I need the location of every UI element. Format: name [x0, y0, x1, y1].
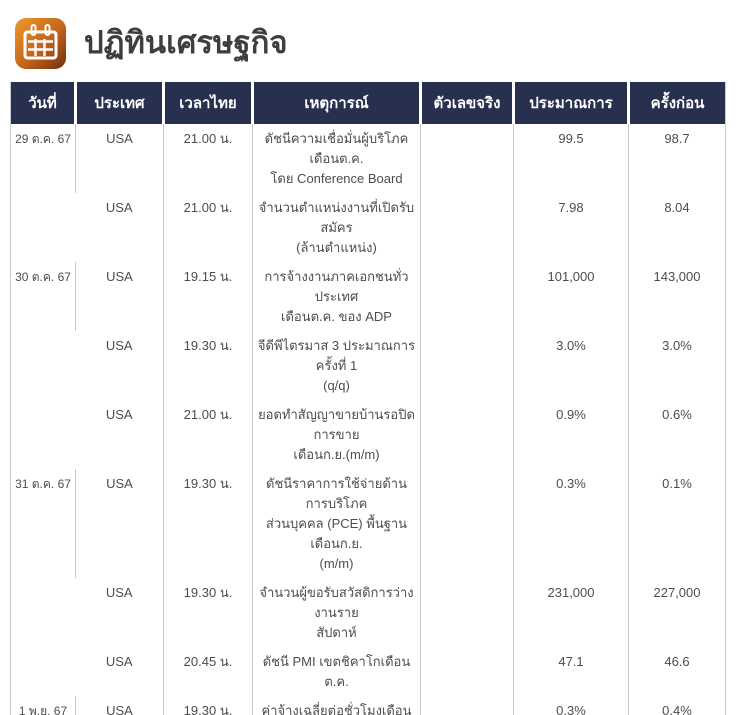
previous-cell: 0.6%	[628, 400, 726, 469]
time-cell: 19.30 น.	[163, 469, 253, 578]
event-cell: ดัชนีราคาการใช้จ่ายด้านการบริโภค ส่วนบุค…	[252, 469, 421, 578]
table-header-row: วันที่ ประเทศ เวลาไทย เหตุการณ์ ตัวเลขจร…	[10, 82, 726, 124]
event-cell: ยอดทำสัญญาขายบ้านรอปิดการขาย เดือนก.ย.(m…	[252, 400, 421, 469]
time-cell: 21.00 น.	[163, 193, 253, 262]
forecast-cell: 101,000	[513, 262, 629, 331]
previous-cell: 227,000	[628, 578, 726, 647]
table-row: 31 ต.ค. 67 USA 19.30 น. ดัชนีราคาการใช้จ่าย…	[11, 469, 726, 578]
date-cell: 30 ต.ค. 67	[15, 270, 71, 284]
actual-cell	[420, 696, 514, 715]
event-cell: จำนวนตำแหน่งงานที่เปิดรับสมัคร (ล้านตำแห…	[252, 193, 421, 262]
forecast-cell: 3.0%	[513, 331, 629, 400]
event-cell: ดัชนี PMI เขตชิคาโกเดือนต.ค.	[252, 647, 421, 696]
table-row: USA 20.45 น. ดัชนี PMI เขตชิคาโกเดือนต.ค. 4…	[11, 647, 726, 696]
table-row: USA 19.30 น. จีดีพีไตรมาส 3 ประมาณการครั้ง…	[11, 331, 726, 400]
table-row: 30 ต.ค. 67 USA 19.15 น. การจ้างงานภาคเอกชนท…	[11, 262, 726, 331]
country-cell: USA	[105, 200, 133, 215]
column-header-date: วันที่	[10, 82, 76, 124]
country-cell: USA	[75, 124, 164, 193]
forecast-cell: 231,000	[513, 578, 629, 647]
actual-cell	[420, 469, 514, 578]
previous-cell: 3.0%	[628, 331, 726, 400]
forecast-cell: 47.1	[513, 647, 629, 696]
date-cell: 29 ต.ค. 67	[15, 132, 71, 146]
previous-cell: 0.4%	[628, 696, 726, 715]
actual-cell	[420, 124, 514, 193]
actual-cell	[420, 193, 514, 262]
actual-cell	[420, 647, 514, 696]
forecast-cell: 7.98	[513, 193, 629, 262]
actual-cell	[420, 578, 514, 647]
column-header-actual: ตัวเลขจริง	[419, 82, 514, 124]
time-cell: 20.45 น.	[163, 647, 253, 696]
forecast-cell: 99.5	[513, 124, 629, 193]
time-cell: 19.30 น.	[163, 331, 253, 400]
actual-cell	[420, 400, 514, 469]
previous-cell: 98.7	[628, 124, 726, 193]
country-cell: USA	[75, 469, 164, 578]
column-header-event: เหตุการณ์	[251, 82, 421, 124]
country-cell: USA	[105, 338, 133, 353]
economic-calendar-table: วันที่ ประเทศ เวลาไทย เหตุการณ์ ตัวเลขจร…	[10, 82, 726, 715]
country-cell: USA	[105, 407, 133, 422]
table-row: 29 ต.ค. 67 USA 21.00 น. ดัชนีความเชื่อมั่นผ…	[11, 124, 726, 193]
event-cell: การจ้างงานภาคเอกชนทั่วประเทศ เดือนต.ค. ข…	[252, 262, 421, 331]
event-cell: จีดีพีไตรมาส 3 ประมาณการครั้งที่ 1 (q/q)	[252, 331, 421, 400]
actual-cell	[420, 262, 514, 331]
column-header-time: เวลาไทย	[162, 82, 253, 124]
date-cell: 1 พ.ย. 67	[18, 704, 68, 715]
country-cell: USA	[75, 262, 164, 331]
country-cell: USA	[75, 696, 164, 715]
actual-cell	[420, 331, 514, 400]
table-row: USA 21.00 น. จำนวนตำแหน่งงานที่เปิดรับสมัค…	[11, 193, 726, 262]
previous-cell: 8.04	[628, 193, 726, 262]
page-title: ปฏิทินเศรษฐกิจ	[84, 24, 288, 60]
country-cell: USA	[105, 654, 133, 669]
time-cell: 21.00 น.	[163, 400, 253, 469]
forecast-cell: 0.3%	[513, 696, 629, 715]
column-header-previous: ครั้งก่อน	[627, 82, 726, 124]
previous-cell: 143,000	[628, 262, 726, 331]
time-cell: 19.15 น.	[163, 262, 253, 331]
time-cell: 21.00 น.	[163, 124, 253, 193]
calendar-table-body: 29 ต.ค. 67 USA 21.00 น. ดัชนีความเชื่อมั่นผ…	[11, 124, 726, 715]
event-cell: ดัชนีความเชื่อมั่นผู้บริโภคเดือนต.ค. โดย…	[252, 124, 421, 193]
time-cell: 19.30 น.	[163, 696, 253, 715]
event-cell: จำนวนผู้ขอรับสวัสดิการว่างงานราย สัปดาห์	[252, 578, 421, 647]
time-cell: 19.30 น.	[163, 578, 253, 647]
date-cell: 31 ต.ค. 67	[15, 477, 71, 491]
previous-cell: 46.6	[628, 647, 726, 696]
forecast-cell: 0.3%	[513, 469, 629, 578]
table-row: USA 19.30 น. จำนวนผู้ขอรับสวัสดิการว่างงาน…	[11, 578, 726, 647]
table-row: USA 21.00 น. ยอดทำสัญญาขายบ้านรอปิดการขาย …	[11, 400, 726, 469]
forecast-cell: 0.9%	[513, 400, 629, 469]
country-cell: USA	[105, 585, 133, 600]
table-row: 1 พ.ย. 67 USA 19.30 น. ค่าจ้างเฉลี่ยต่อชั่ว…	[11, 696, 726, 715]
calendar-icon	[14, 17, 67, 70]
previous-cell: 0.1%	[628, 469, 726, 578]
event-cell: ค่าจ้างเฉลี่ยต่อชั่วโมงเดือนต.ค.	[252, 696, 421, 715]
column-header-country: ประเทศ	[74, 82, 164, 124]
column-header-forecast: ประมาณการ	[512, 82, 629, 124]
app-header: ปฏิทินเศรษฐกิจ	[0, 0, 736, 82]
